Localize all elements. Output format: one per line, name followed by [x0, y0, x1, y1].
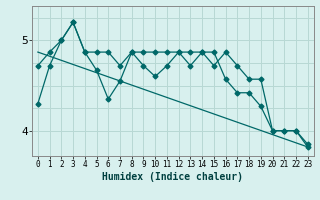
X-axis label: Humidex (Indice chaleur): Humidex (Indice chaleur) [102, 172, 243, 182]
